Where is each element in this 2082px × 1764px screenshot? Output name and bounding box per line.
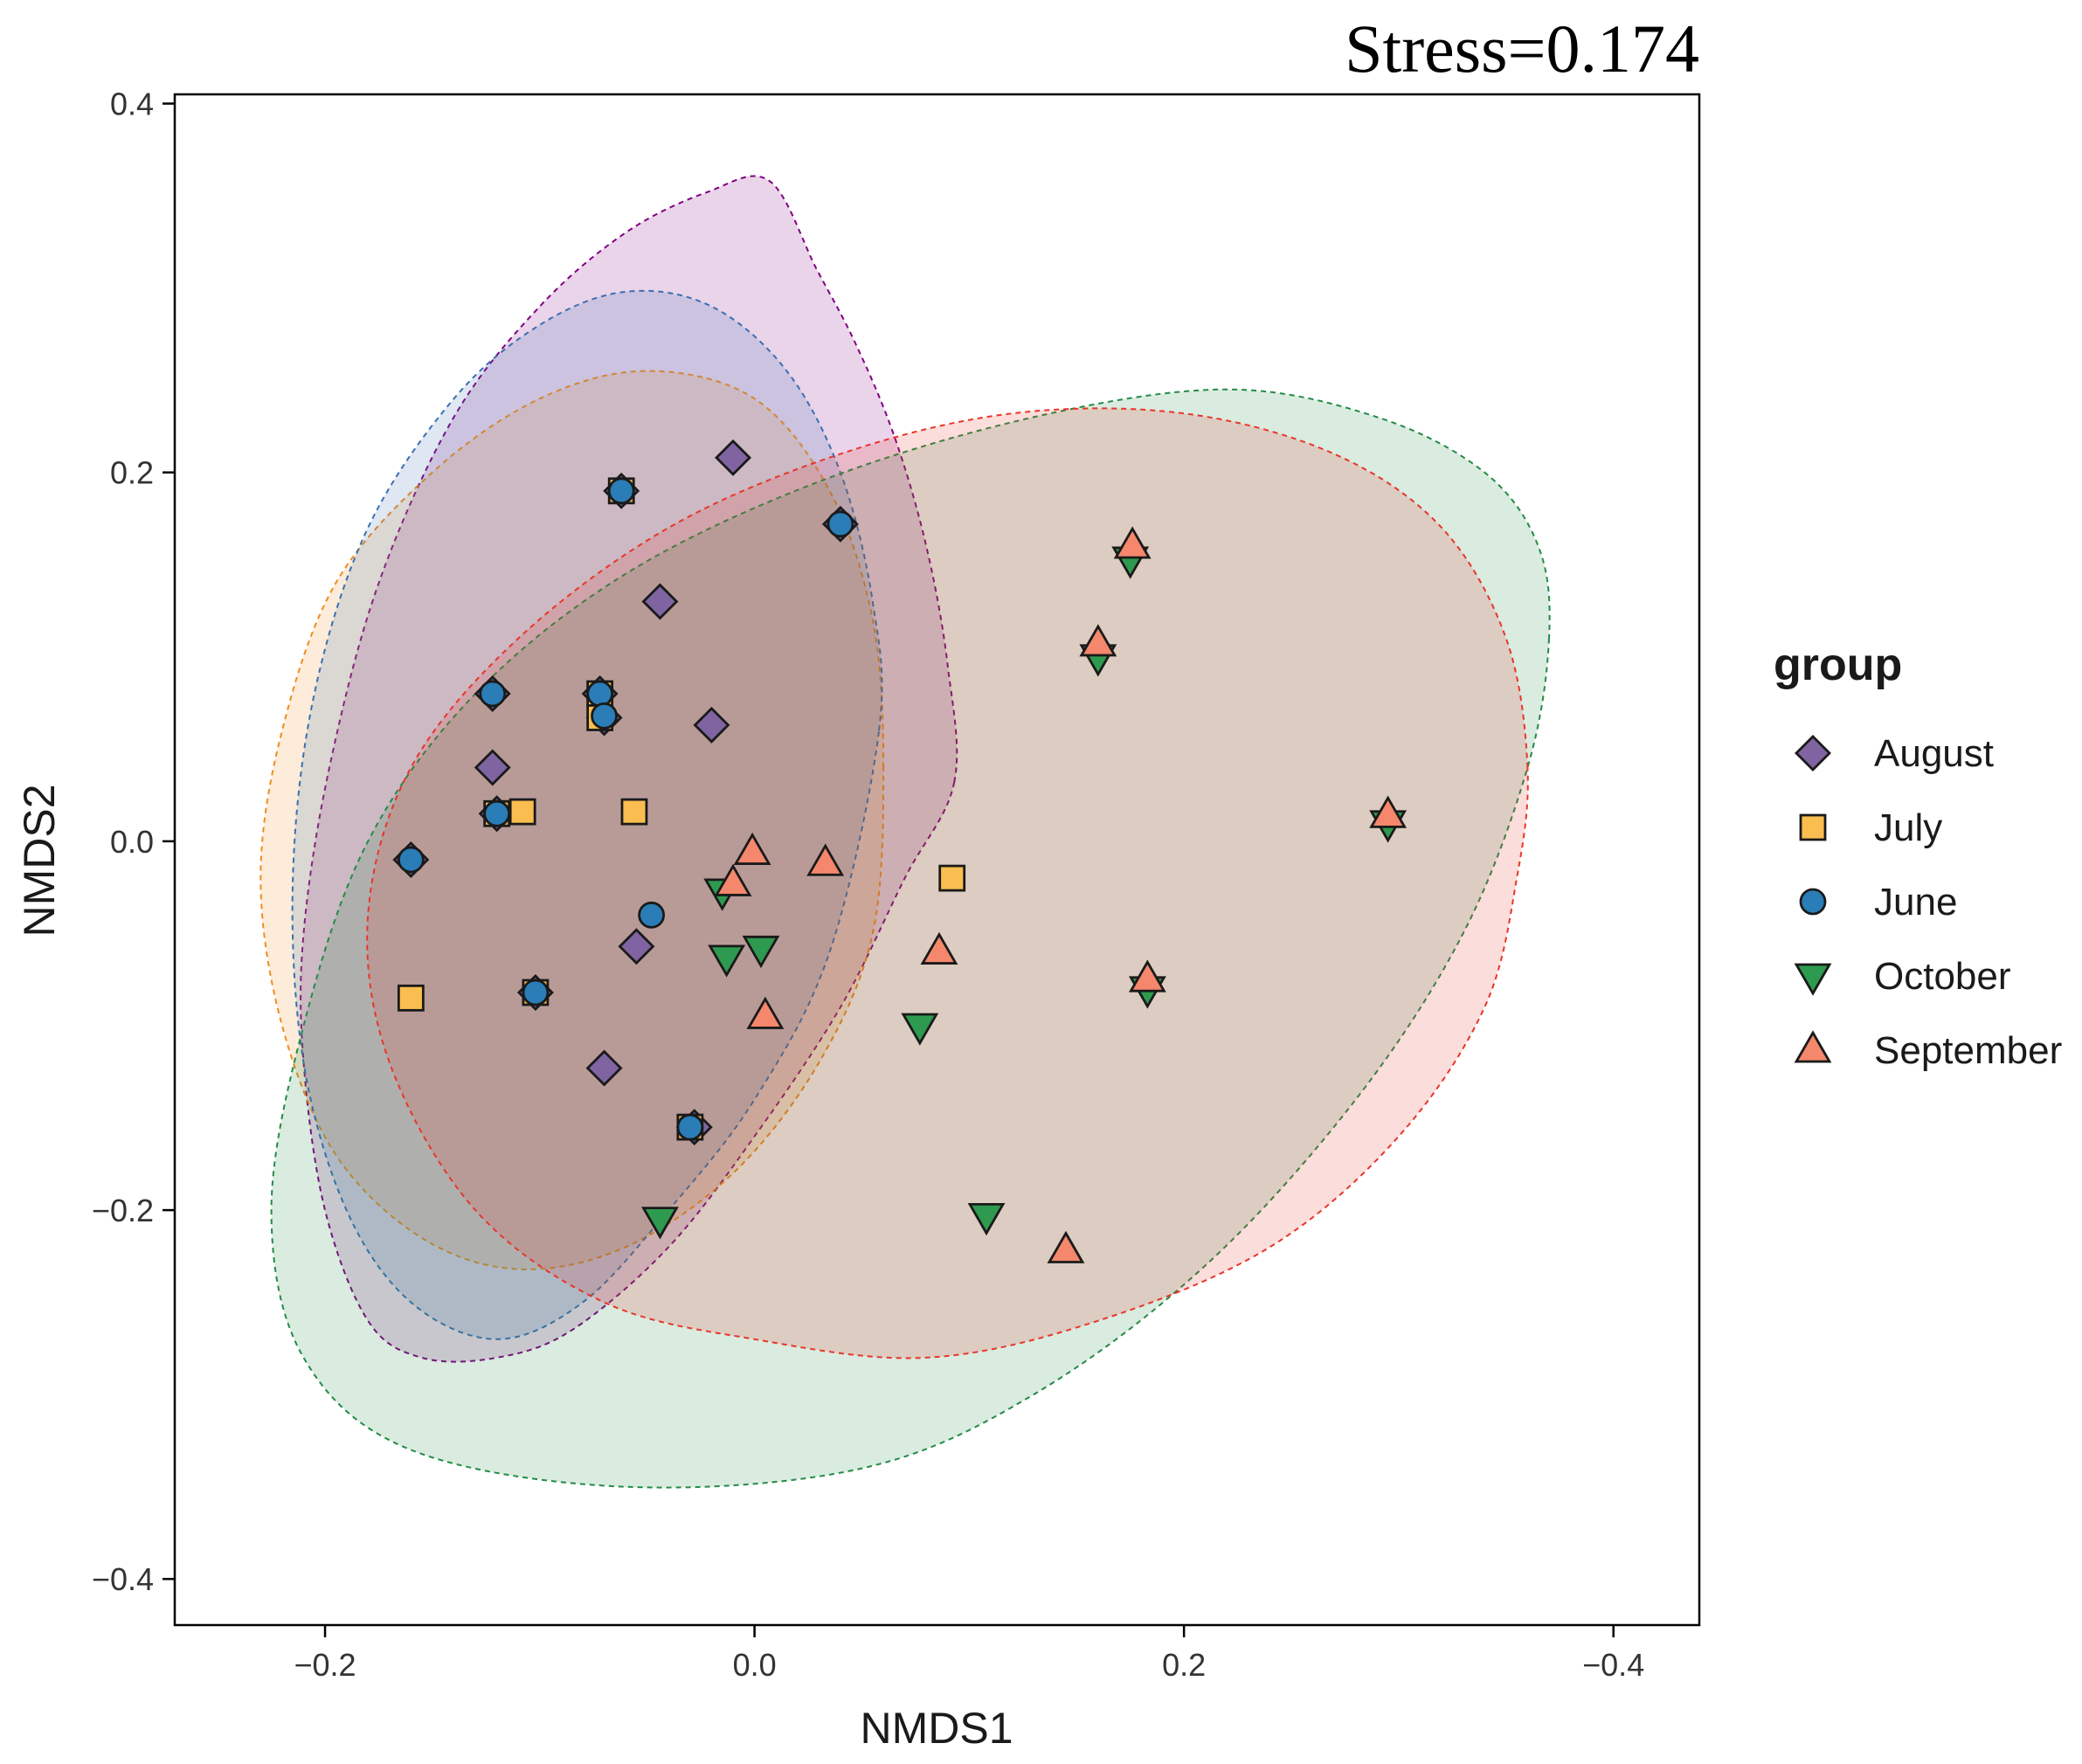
point-september: [733, 832, 771, 865]
point-june: [479, 680, 507, 708]
point-june: [827, 510, 854, 538]
x-axis-title: NMDS1: [860, 1704, 1013, 1753]
legend-key-july: [1799, 813, 1827, 841]
legend-key-september: [1794, 1030, 1832, 1063]
point-june: [591, 702, 618, 730]
point-october: [967, 1202, 1006, 1236]
stress-annotation: Stress=0.174: [1345, 10, 1699, 86]
point-june: [522, 979, 550, 1007]
x-tick-label: −0.4: [1582, 1647, 1644, 1683]
point-august: [585, 1049, 623, 1087]
point-july: [397, 984, 425, 1012]
plot-panel-border: [173, 93, 1701, 1627]
point-august: [693, 706, 730, 744]
point-july: [620, 798, 648, 826]
point-august: [641, 583, 679, 620]
legend-label-august: August: [1874, 732, 1994, 775]
point-august: [474, 749, 511, 786]
point-june: [607, 477, 635, 505]
point-september: [1079, 624, 1117, 657]
point-august: [715, 439, 751, 476]
point-september: [1128, 959, 1166, 993]
point-june: [483, 799, 511, 827]
point-june: [638, 901, 666, 929]
legend: group August July June October September: [1774, 640, 2062, 1072]
legend-label-september: September: [1874, 1029, 2062, 1072]
x-tick-label: 0.2: [1162, 1647, 1206, 1683]
ellipse-july: [259, 370, 885, 1270]
point-october: [901, 1013, 939, 1046]
point-july: [508, 798, 536, 826]
legend-label-october: October: [1874, 955, 2011, 998]
point-september: [1047, 1230, 1085, 1263]
point-september: [1113, 526, 1152, 559]
legend-key-october: [1794, 963, 1832, 996]
legend-key-august: [1795, 735, 1831, 771]
ellipses-layer: [259, 175, 1551, 1489]
ellipse-august: [300, 175, 958, 1363]
y-axis-title: NMDS2: [15, 784, 64, 937]
point-july: [938, 864, 966, 892]
y-tick-label: −0.4: [92, 1561, 154, 1597]
legend-label-june: June: [1874, 881, 1957, 924]
point-august: [618, 928, 655, 965]
ellipse-october: [270, 388, 1551, 1489]
point-october: [708, 944, 746, 978]
legend-key-june: [1799, 888, 1827, 916]
point-september: [920, 931, 958, 965]
point-september: [806, 843, 845, 876]
axes-layer: −0.2 0.0 0.2 −0.4 0.4 0.2 0.0 −0.2 −0.4: [92, 86, 1644, 1683]
x-tick-label: 0.0: [733, 1647, 777, 1683]
y-tick-label: 0.4: [110, 86, 154, 122]
point-september: [1369, 795, 1408, 828]
y-tick-label: −0.2: [92, 1193, 154, 1228]
legend-label-july: July: [1874, 806, 1942, 849]
point-june: [676, 1113, 704, 1141]
ellipse-june: [291, 289, 883, 1340]
point-june: [586, 680, 614, 708]
y-tick-label: 0.0: [110, 824, 154, 860]
point-september: [714, 863, 752, 896]
point-october: [641, 1207, 679, 1240]
points-layer: [392, 439, 1408, 1263]
point-september: [746, 996, 785, 1029]
point-june: [397, 846, 425, 874]
legend-title: group: [1774, 640, 1902, 690]
point-october: [742, 935, 780, 969]
y-tick-label: 0.2: [110, 455, 154, 491]
x-tick-label: −0.2: [294, 1647, 356, 1683]
